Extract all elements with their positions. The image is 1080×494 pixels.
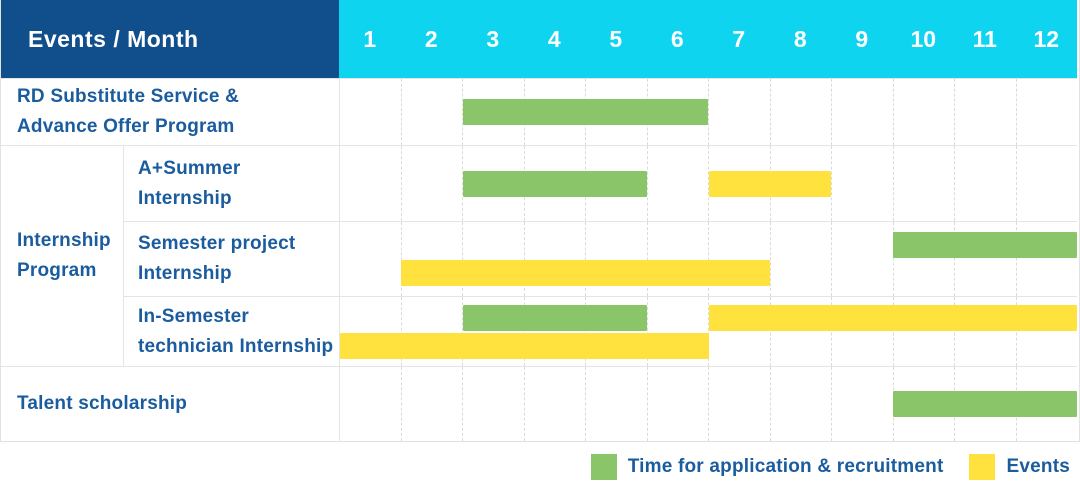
green-swatch-icon <box>590 454 617 480</box>
table-corner-header: Events / Month <box>1 0 339 78</box>
events-bar <box>708 170 832 197</box>
yellow-swatch-icon <box>969 454 996 480</box>
application-recruitment-bar <box>462 99 709 125</box>
month-label: 2 <box>424 25 438 52</box>
legend: Time for application & recruitment Event… <box>0 442 1080 492</box>
row-label-rd-substitute: RD Substitute Service & Advance Offer Pr… <box>1 78 339 145</box>
chart-row-talent-scholarship <box>339 366 1077 441</box>
row-label-line: A+Summer <box>138 157 241 179</box>
legend-item-application-recruitment: Time for application & recruitment <box>590 454 944 480</box>
row-label-line: Semester project <box>138 233 296 254</box>
row-label-in-semester-technician: In-Semester technician Internship <box>123 296 339 366</box>
row-label-line: Internship <box>138 187 232 209</box>
chart-row-rd-substitute <box>339 78 1077 145</box>
month-label: 11 <box>972 25 997 52</box>
chart-row-semester-project <box>339 221 1077 296</box>
application-recruitment-bar <box>462 170 648 197</box>
legend-label: Time for application & recruitment <box>627 456 944 477</box>
table-title: Events / Month <box>28 25 199 52</box>
group-label-line: Program <box>17 260 97 281</box>
month-label: 10 <box>910 25 937 52</box>
legend-item-events: Events <box>969 454 1070 480</box>
month-label: 12 <box>1033 25 1060 52</box>
month-label: 6 <box>670 25 684 52</box>
application-recruitment-bar <box>892 232 1077 258</box>
row-label-semester-project: Semester project Internship <box>123 221 339 296</box>
month-label: 1 <box>363 25 377 52</box>
chart-row-in-semester-technician <box>339 296 1077 366</box>
month-label: 8 <box>793 25 807 52</box>
month-header-row: 1 2 3 4 5 6 7 8 9 10 11 12 <box>339 0 1077 78</box>
month-label: 7 <box>732 25 746 52</box>
row-label-line: Advance Offer Program <box>17 116 235 137</box>
row-label-line: RD Substitute Service & <box>17 86 240 107</box>
row-label-line: Talent scholarship <box>17 393 188 414</box>
month-gridlines <box>340 79 1077 145</box>
month-gridlines <box>340 222 1077 296</box>
month-gridlines <box>340 297 1077 366</box>
row-label-a-plus-summer: A+Summer Internship <box>123 145 339 221</box>
month-label: 3 <box>486 25 500 52</box>
month-label: 5 <box>609 25 623 52</box>
events-bar <box>340 332 709 359</box>
events-month-table: Events / Month 1 2 3 4 5 6 7 8 9 10 11 12 RD Substi… <box>0 0 1080 442</box>
application-recruitment-bar <box>462 304 648 331</box>
group-label-line: Internship <box>17 230 111 251</box>
row-label-line: In-Semester <box>138 305 249 327</box>
application-recruitment-bar <box>892 391 1077 417</box>
row-label-line: Internship <box>138 263 232 284</box>
events-bar <box>708 304 1077 331</box>
legend-label: Events <box>1006 456 1070 477</box>
row-label-talent-scholarship: Talent scholarship <box>1 366 339 441</box>
month-label: 4 <box>547 25 561 52</box>
events-bar <box>401 260 770 286</box>
month-label: 9 <box>855 25 869 52</box>
group-label-internship-program: Internship Program <box>1 145 123 366</box>
row-label-line: technician Internship <box>138 335 334 357</box>
chart-row-a-plus-summer <box>339 145 1077 221</box>
